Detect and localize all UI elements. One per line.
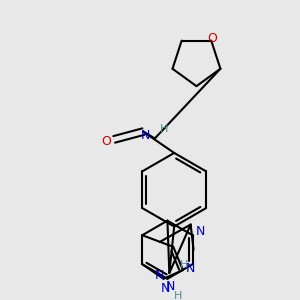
Text: N: N [186,262,195,275]
Text: O: O [207,32,217,45]
Text: H: H [174,291,182,300]
Text: N: N [155,269,164,282]
Text: N: N [166,280,175,293]
Text: H: H [160,124,169,134]
Text: N: N [196,225,205,238]
Text: H: H [180,260,188,270]
Text: O: O [101,135,111,148]
Text: N: N [161,282,170,295]
Text: N: N [140,129,150,142]
